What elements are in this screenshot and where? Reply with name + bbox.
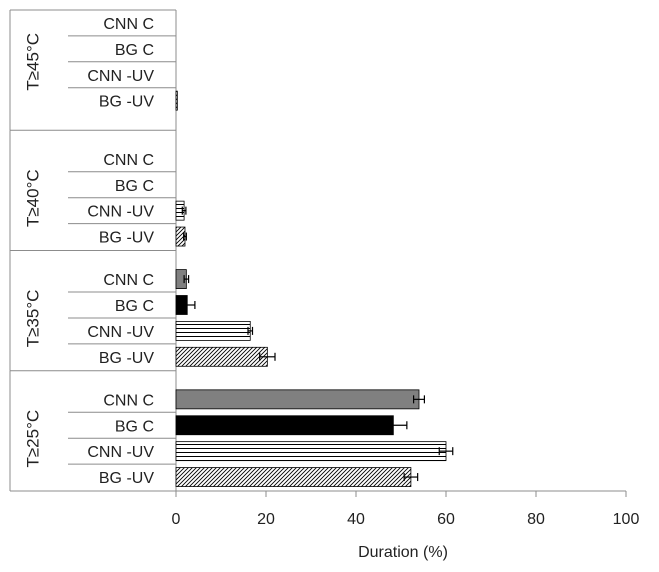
category-label: BG -UV <box>99 350 154 367</box>
category-label: CNN -UV <box>87 68 154 85</box>
category-label: BG -UV <box>99 94 154 111</box>
category-label: CNN C <box>103 152 154 169</box>
category-label: BG C <box>115 178 154 195</box>
bar <box>175 415 394 436</box>
bar <box>175 346 268 367</box>
group-label: T≥25°C <box>23 410 42 468</box>
bar <box>175 467 412 487</box>
category-label: BG -UV <box>99 470 154 487</box>
group-label: T≥35°C <box>23 290 42 348</box>
category-label: BG -UV <box>99 230 154 247</box>
bar <box>175 441 447 462</box>
group-label: T≥45°C <box>23 33 42 91</box>
x-tick-label: 20 <box>257 511 275 528</box>
category-label: BG C <box>115 418 154 435</box>
category-label: CNN -UV <box>87 204 154 221</box>
bar <box>175 90 178 111</box>
category-label: CNN C <box>103 392 154 409</box>
x-axis-title: Duration (%) <box>358 544 448 561</box>
category-label: CNN -UV <box>87 324 154 341</box>
category-label: CNN C <box>103 16 154 33</box>
x-tick-label: 0 <box>172 511 181 528</box>
group-label: T≥40°C <box>23 169 42 227</box>
category-label: BG C <box>115 298 154 315</box>
category-label: CNN C <box>103 272 154 289</box>
category-label: BG C <box>115 42 154 59</box>
category-label: CNN -UV <box>87 444 154 461</box>
x-tick-label: 60 <box>437 511 455 528</box>
x-tick-label: 80 <box>527 511 545 528</box>
x-tick-label: 100 <box>613 511 640 528</box>
x-tick-label: 40 <box>347 511 365 528</box>
bar <box>175 320 251 341</box>
bar <box>175 389 420 410</box>
